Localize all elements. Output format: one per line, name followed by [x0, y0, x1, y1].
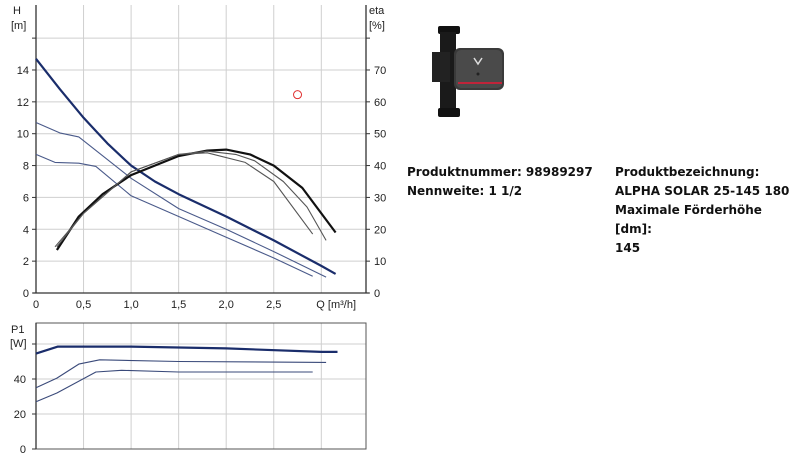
product-designation-value: ALPHA SOLAR 25-145 180: [615, 184, 790, 198]
power-curve-min: [35, 369, 313, 403]
y-tick-label: 6: [23, 192, 29, 204]
x-tick-label: 1,0: [123, 299, 138, 311]
max-head-value: 145: [615, 241, 641, 255]
y2-axis-label-name: eta: [369, 5, 385, 17]
y-tick-label: 40: [14, 374, 26, 386]
x-tick-label: 2,5: [266, 299, 281, 311]
nominal-size: Nennweite: 1 1/2: [407, 184, 523, 198]
plot-frame: [35, 322, 367, 450]
y2-axis-label-unit: [%]: [369, 20, 385, 32]
pump-product-image: [428, 22, 508, 122]
y-tick-label: 12: [17, 97, 29, 109]
y-axis-label-unit: [m]: [11, 20, 26, 32]
y2-tick-label: 40: [374, 161, 386, 173]
pump-curve-charts: 0 2 4 6 8 10 12 14 0 10 20 30 40 50 60 70 0 0,5 1,0 1,5 2,0 2…: [10, 5, 386, 456]
y-tick-label: 2: [23, 256, 29, 268]
y-tick-label: 20: [14, 409, 26, 421]
y-tick-label: 0: [20, 444, 26, 456]
y2-tick-label: 50: [374, 129, 386, 141]
product-designation-label: Produktbezeichnung:: [615, 165, 760, 179]
x-tick-label: 0,5: [76, 299, 91, 311]
y-tick-label: 0: [23, 288, 29, 300]
x-tick-label: 0: [33, 299, 39, 311]
y2-tick-label: 20: [374, 224, 386, 236]
power-curve-max: [35, 345, 338, 355]
max-head-label: Maximale Förderhöhe [dm]:: [615, 203, 762, 236]
y-tick-label: 8: [23, 161, 29, 173]
x-tick-label: 2,0: [219, 299, 234, 311]
y-axis-label-name: H: [13, 5, 21, 17]
efficiency-curve-min: [54, 152, 314, 248]
y-tick-label: 10: [17, 129, 29, 141]
head-curve-min: [35, 153, 313, 277]
power-curve-mid: [35, 359, 327, 389]
y2-tick-label: 10: [374, 256, 386, 268]
x-axis-label: Q [m³/h]: [316, 299, 356, 311]
x-tick-label: 1,5: [171, 299, 186, 311]
y-axis-label-unit: [W]: [10, 338, 27, 350]
product-number: Produktnummer: 98989297: [407, 165, 593, 179]
product-info-left: Produktnummer: 98989297 Nennweite: 1 1/2: [407, 163, 593, 201]
y2-tick-label: 30: [374, 192, 386, 204]
y2-tick-label: 70: [374, 65, 386, 77]
head-curve-mid: [35, 121, 327, 278]
head-curve-max: [35, 58, 337, 275]
y2-tick-label: 0: [374, 288, 380, 300]
y2-tick-label: 60: [374, 97, 386, 109]
y-tick-label: 4: [23, 224, 29, 236]
y-axis-label-name: P1: [11, 324, 24, 336]
y-tick-label: 14: [17, 65, 29, 77]
duty-point-marker: [293, 90, 303, 100]
efficiency-curve-max: [55, 148, 337, 251]
product-info-right: Produktbezeichnung: ALPHA SOLAR 25-145 1…: [615, 163, 799, 258]
